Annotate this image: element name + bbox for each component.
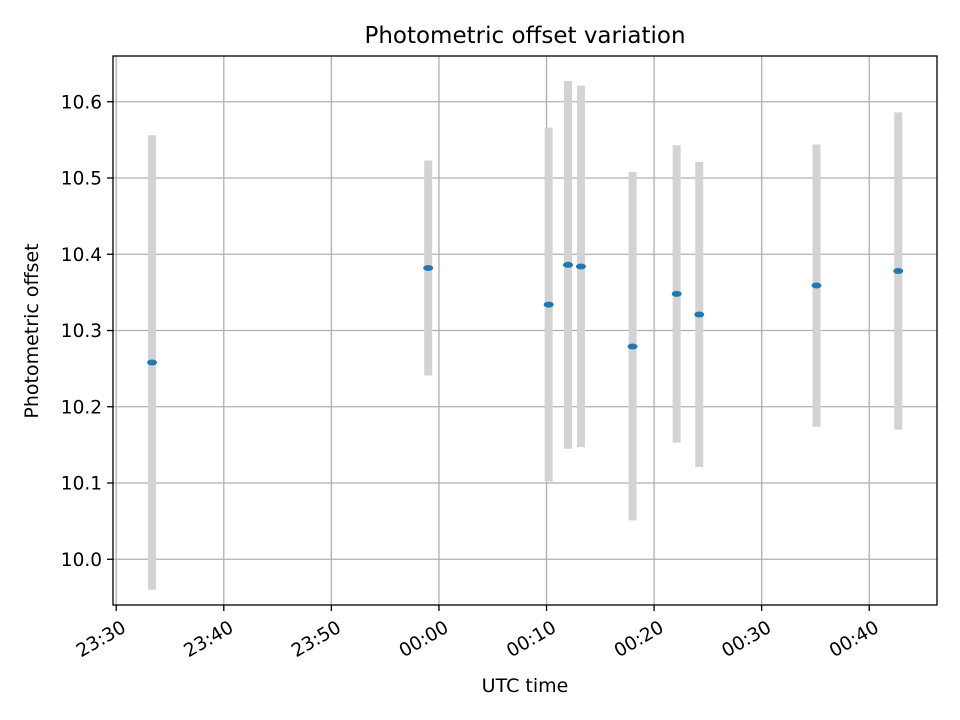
y-tick-label: 10.0 bbox=[61, 550, 102, 571]
x-axis-title: UTC time bbox=[482, 675, 569, 697]
data-point bbox=[694, 311, 705, 318]
data-point bbox=[147, 359, 158, 366]
chart-title: Photometric offset variation bbox=[364, 23, 685, 49]
y-tick-label: 10.4 bbox=[61, 245, 102, 266]
data-point bbox=[893, 268, 904, 275]
grid bbox=[113, 56, 937, 605]
data-point bbox=[627, 343, 638, 350]
y-tick-label: 10.3 bbox=[61, 321, 102, 342]
y-tick-label: 10.2 bbox=[61, 397, 102, 418]
data-point bbox=[811, 282, 822, 289]
y-tick-label: 10.5 bbox=[61, 169, 102, 190]
data-point bbox=[543, 301, 554, 308]
data-point bbox=[563, 261, 574, 268]
data-point bbox=[671, 290, 682, 297]
y-axis-title: Photometric offset bbox=[21, 243, 43, 418]
y-axis-ticks: 10.0 10.1 10.2 10.3 10.4 10.5 10.6 bbox=[61, 92, 113, 571]
data-points bbox=[147, 261, 904, 366]
data-point bbox=[423, 264, 434, 271]
y-tick-label: 10.6 bbox=[61, 92, 102, 113]
y-tick-label: 10.1 bbox=[61, 474, 102, 495]
data-point bbox=[575, 263, 586, 270]
